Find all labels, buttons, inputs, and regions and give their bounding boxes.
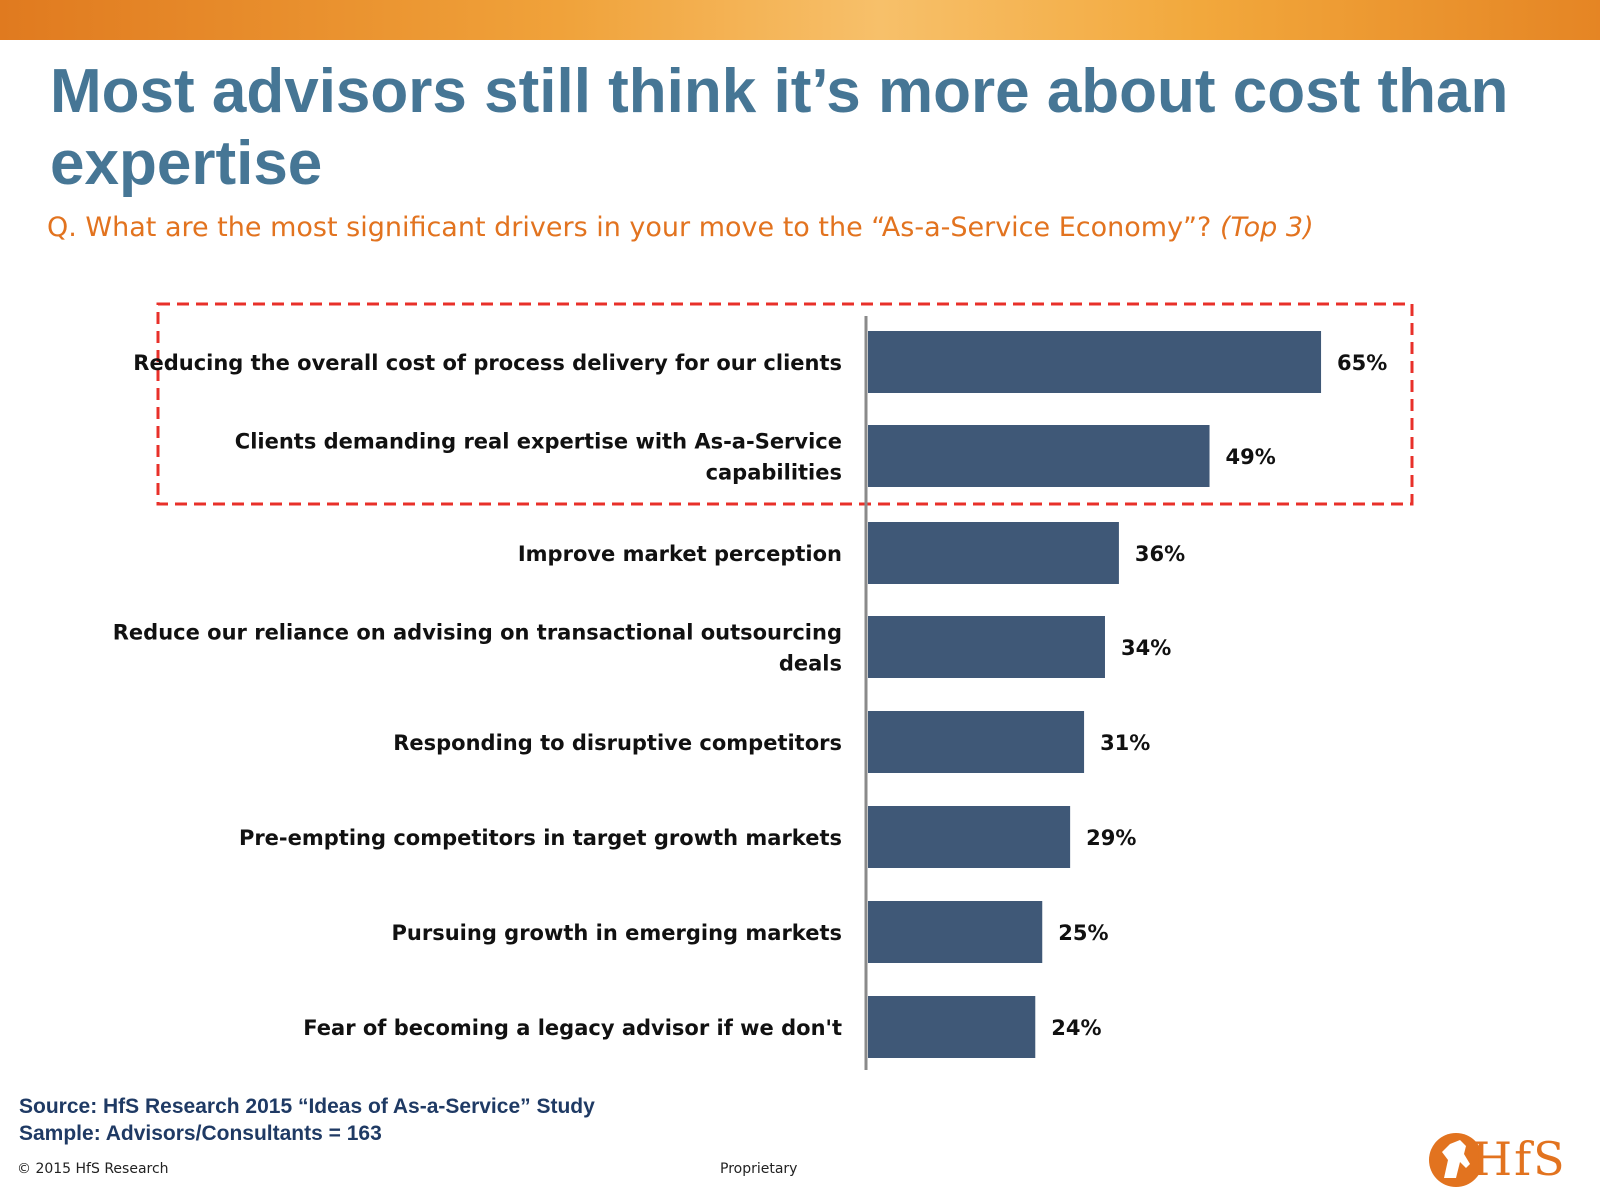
category-label: Improve market perception — [518, 542, 842, 566]
question-text: Q. What are the most significant drivers… — [47, 212, 1212, 243]
data-label: 36% — [1135, 542, 1185, 566]
category-label: Responding to disruptive competitors — [393, 731, 842, 755]
sample-line: Sample: Advisors/Consultants = 163 — [19, 1122, 382, 1145]
data-label: 29% — [1086, 826, 1136, 850]
source-line: Source: HfS Research 2015 “Ideas of As-a… — [19, 1095, 595, 1118]
category-label: Fear of becoming a legacy advisor if we … — [303, 1016, 842, 1040]
page-title: Most advisors still think it’s more abou… — [50, 57, 1509, 198]
highlight-box — [156, 302, 1414, 506]
data-label: 24% — [1051, 1016, 1101, 1040]
category-label: capabilities — [706, 461, 842, 485]
question-tag: (Top 3) — [1219, 212, 1314, 243]
bar — [868, 616, 1105, 678]
bar-chart: 65% Reducing the overall cost of process … — [113, 302, 1414, 1070]
category-label: Reducing the overall cost of process del… — [133, 351, 842, 375]
top-banner — [0, 0, 1600, 40]
bar — [868, 901, 1043, 963]
category-label: Pursuing growth in emerging markets — [392, 921, 842, 945]
category-label: Reduce our reliance on advising on trans… — [113, 621, 842, 645]
data-label: 34% — [1121, 636, 1171, 660]
bar — [868, 711, 1085, 773]
category-label: Clients demanding real expertise with As… — [235, 430, 842, 454]
bar — [868, 425, 1210, 487]
proprietary-text: Proprietary — [720, 1161, 798, 1177]
bar — [868, 331, 1322, 393]
bar — [868, 522, 1119, 584]
bar — [868, 806, 1071, 868]
category-label: Pre-empting competitors in target growth… — [239, 826, 842, 850]
logo-text: HfS — [1472, 1132, 1567, 1186]
data-label: 25% — [1058, 921, 1108, 945]
category-label: deals — [779, 652, 842, 676]
horse-head-logo-icon — [1429, 1133, 1483, 1187]
data-label: 31% — [1100, 731, 1150, 755]
source-note: Source: HfS Research 2015 “Ideas of As-a… — [19, 1093, 595, 1147]
survey-question: Q. What are the most significant drivers… — [47, 212, 1547, 243]
bar — [868, 996, 1036, 1058]
data-label: 65% — [1337, 351, 1387, 375]
data-label: 49% — [1226, 445, 1276, 469]
copyright-text: © 2015 HfS Research — [17, 1161, 169, 1177]
